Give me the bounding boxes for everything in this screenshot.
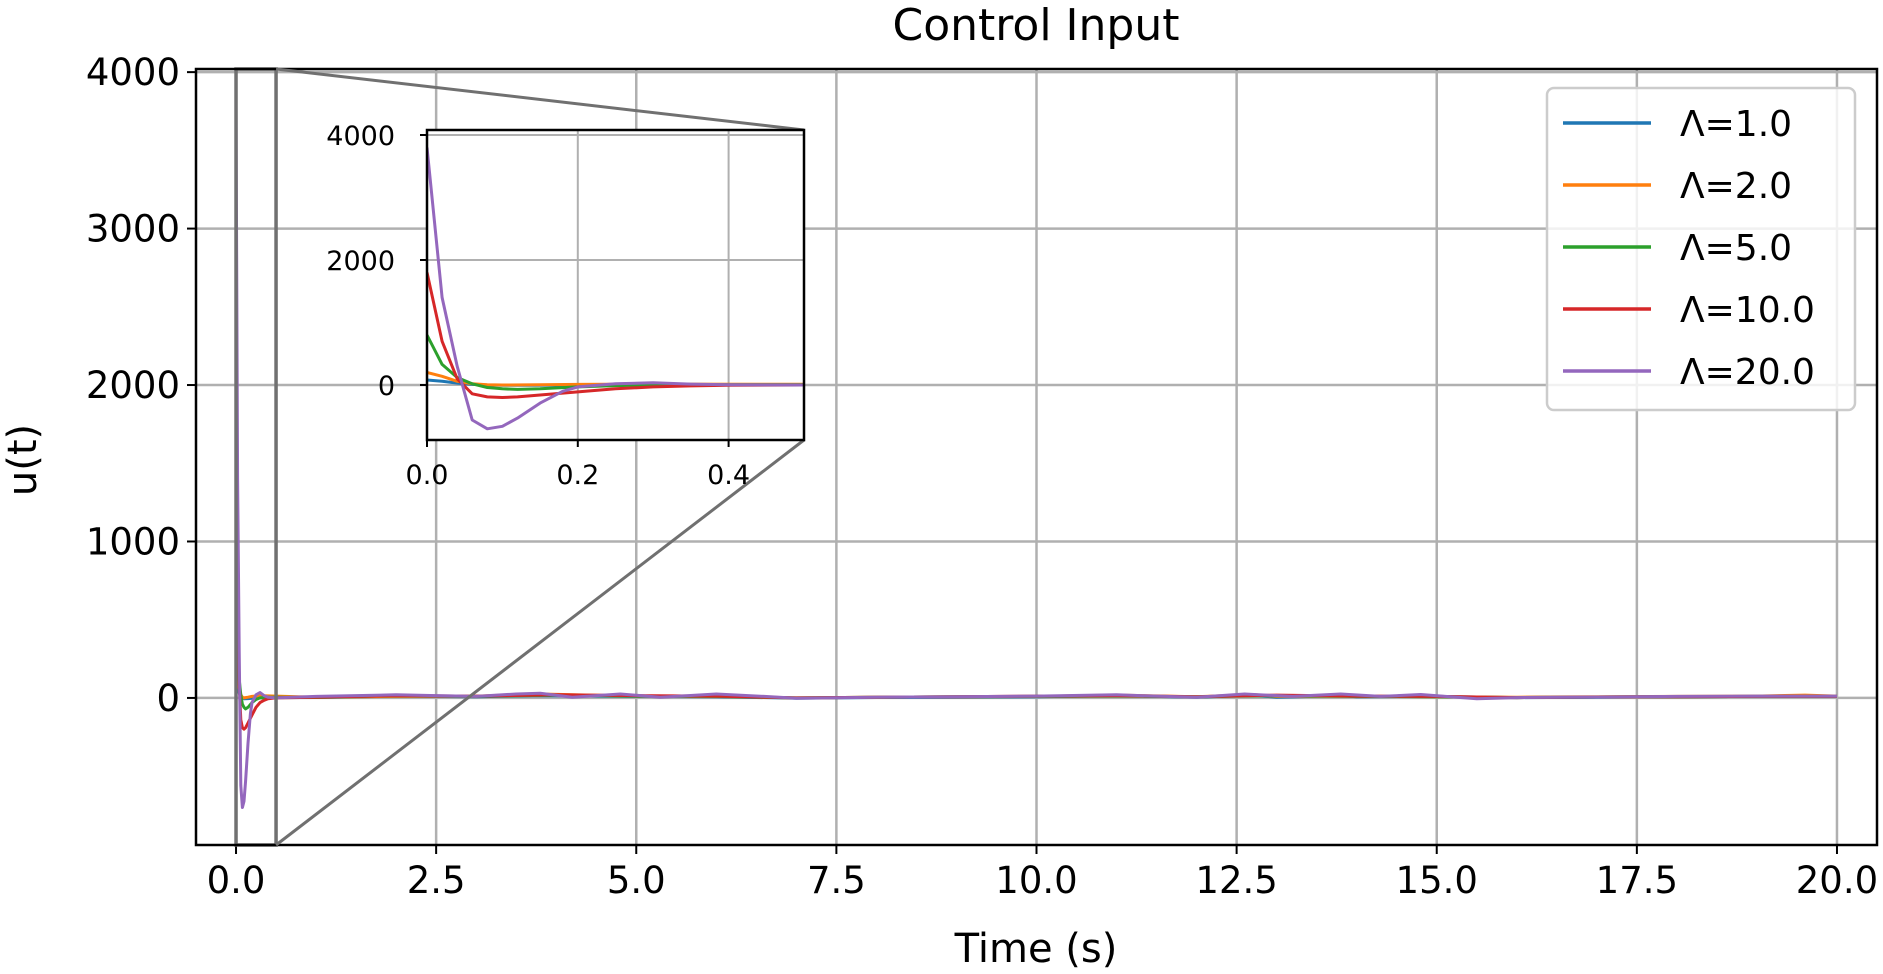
inset-ticks: 0.0 0.2 0.4 0 2000 4000: [326, 121, 750, 491]
y-tick-label: 2000: [86, 364, 180, 407]
inset-y-tick-label: 2000: [326, 246, 395, 277]
chart-title: Control Input: [893, 0, 1180, 51]
x-tick-label: 5.0: [607, 859, 666, 902]
inset-x-tick-label: 0.4: [707, 460, 750, 491]
x-tick-label: 20.0: [1796, 859, 1878, 902]
y-tick-label: 0: [156, 677, 180, 720]
x-tick-label: 0.0: [207, 859, 266, 902]
inset-plot: 0.0 0.2 0.4 0 2000 4000: [326, 121, 806, 491]
x-tick-label: 2.5: [407, 859, 466, 902]
legend: Λ=1.0 Λ=2.0 Λ=5.0 Λ=10.0 Λ=20.0: [1545, 86, 1857, 412]
zoom-connector-lines: [275, 67, 805, 847]
inset-background: [427, 130, 804, 440]
legend-label: Λ=10.0: [1680, 290, 1815, 331]
x-tick-label: 10.0: [995, 859, 1077, 902]
inset-series-line: [427, 272, 804, 399]
inset-x-tick-label: 0.0: [406, 460, 449, 491]
y-tick-label: 1000: [86, 520, 180, 563]
main-axes-frame: [194, 67, 1879, 847]
x-axis-label: Time (s): [954, 926, 1118, 972]
inset-y-tick-label: 0: [378, 371, 395, 402]
zoom-connector: [275, 67, 805, 132]
main-ticks: 0.0 2.5 5.0 7.5 10.0 12.5 15.0 17.5 20.0 0 1000 200…: [86, 51, 1878, 902]
y-tick-label: 4000: [86, 51, 180, 94]
x-tick-label: 15.0: [1396, 859, 1478, 902]
legend-label: Λ=20.0: [1680, 352, 1815, 393]
inset-series: [427, 147, 804, 431]
inset-y-tick-label: 4000: [326, 121, 395, 152]
x-tick-label: 7.5: [807, 859, 866, 902]
y-axis-label: u(t): [0, 424, 46, 496]
legend-label: Λ=1.0: [1680, 104, 1792, 145]
series-line: [234, 103, 1837, 809]
zoom-connector: [275, 438, 805, 847]
y-tick-label: 3000: [86, 208, 180, 251]
legend-label: Λ=5.0: [1680, 228, 1792, 269]
legend-box: [1545, 86, 1857, 412]
inset-x-tick-label: 0.2: [556, 460, 599, 491]
inset-series-line: [427, 147, 804, 431]
main-series: [234, 103, 1838, 809]
x-tick-label: 12.5: [1195, 859, 1277, 902]
legend-label: Λ=2.0: [1680, 166, 1792, 207]
x-tick-label: 17.5: [1596, 859, 1678, 902]
inset-axes-frame: [425, 128, 806, 442]
